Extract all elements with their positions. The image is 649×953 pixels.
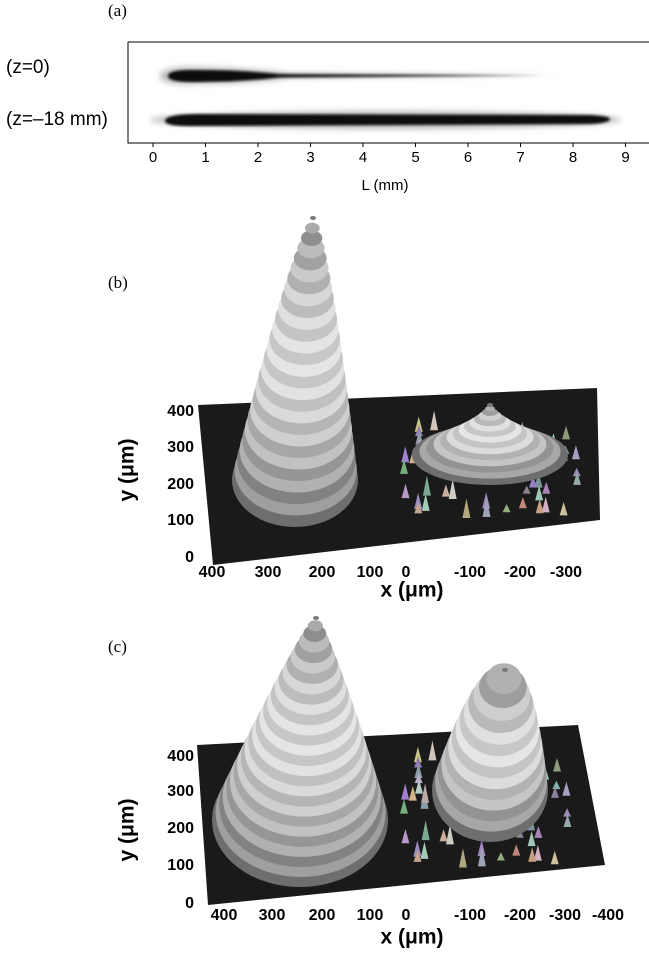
panel-label: (b) — [108, 273, 128, 292]
x-tick-label: 100 — [357, 907, 384, 924]
x-tick-label: 8 — [569, 149, 577, 166]
x-tick-label: -300 — [550, 564, 582, 581]
y-tick-label: 400 — [167, 403, 194, 420]
x-tick-label: 6 — [464, 149, 472, 166]
contour-band — [308, 620, 323, 631]
y-tick-label: 0 — [185, 549, 194, 566]
x-tick-label: 100 — [357, 564, 384, 581]
x-tick-label: -400 — [592, 907, 624, 924]
y-axis-label: y (μm) — [116, 798, 139, 861]
y-tick-label: 200 — [167, 820, 194, 837]
x-tick-label: -200 — [504, 907, 536, 924]
streak — [168, 70, 545, 82]
contour-band — [486, 663, 521, 694]
panel-label: (c) — [108, 637, 127, 656]
y-tick-label: 400 — [167, 748, 194, 765]
contour-band — [310, 216, 316, 220]
x-tick-label: 3 — [306, 149, 314, 166]
y-tick-label: 300 — [167, 783, 194, 800]
contour-band — [305, 223, 320, 234]
x-tick-label: 200 — [309, 907, 336, 924]
x-axis-label: x (μm) — [380, 579, 443, 602]
contour-band — [313, 616, 319, 620]
x-tick-label: 200 — [309, 564, 336, 581]
x-axis-label: L (mm) — [362, 177, 409, 194]
x-tick-label: 300 — [255, 564, 282, 581]
y-tick-label: 200 — [167, 476, 194, 493]
x-tick-label: 1 — [201, 149, 209, 166]
x-tick-label: 5 — [411, 149, 419, 166]
x-tick-label: 9 — [621, 149, 629, 166]
figure: (a) (z=0) (z=–18 mm) 0 1 2 3 4 5 6 7 8 9 L (mm) (b) 400… — [0, 0, 649, 953]
x-tick-label: 0 — [402, 907, 411, 924]
x-tick-label: 4 — [359, 149, 367, 166]
row-label: (z=–18 mm) — [6, 109, 108, 130]
row-label: (z=0) — [6, 57, 50, 78]
y-tick-label: 0 — [185, 895, 194, 912]
y-tick-label: 100 — [167, 512, 194, 529]
y-tick-label: 100 — [167, 857, 194, 874]
x-tick-label: 0 — [149, 149, 157, 166]
contour-band — [487, 403, 493, 407]
y-axis-label: y (μm) — [116, 438, 139, 501]
x-tick-label: -300 — [549, 907, 581, 924]
x-tick-label: -100 — [454, 564, 486, 581]
x-tick-label: 400 — [211, 907, 238, 924]
y-tick-label: 300 — [167, 439, 194, 456]
x-tick-label: 400 — [199, 564, 226, 581]
x-tick-label: -200 — [504, 564, 536, 581]
x-tick-label: 300 — [259, 907, 286, 924]
panel-label: (a) — [108, 1, 127, 20]
x-tick-label: 2 — [254, 149, 262, 166]
x-tick-label: 7 — [516, 149, 524, 166]
x-tick-label: -100 — [454, 907, 486, 924]
contour-band — [502, 668, 508, 672]
x-axis-label: x (μm) — [380, 926, 443, 949]
